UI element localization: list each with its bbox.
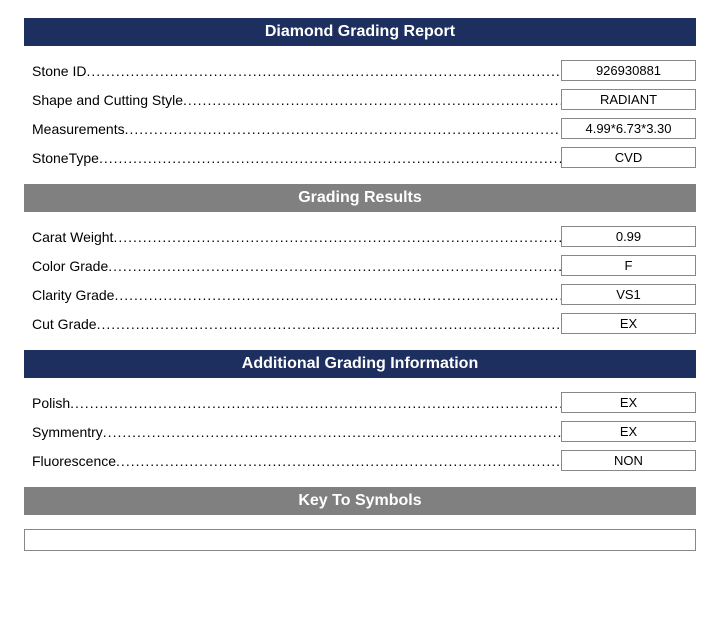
data-row: PolishEX xyxy=(24,392,696,413)
data-row: Clarity GradeVS1 xyxy=(24,284,696,305)
row-label-text: Shape and Cutting Style xyxy=(32,92,561,108)
row-value: VS1 xyxy=(561,284,696,305)
row-label-text: Cut Grade xyxy=(32,316,561,332)
section-gap xyxy=(24,176,696,184)
row-label: Clarity Grade xyxy=(32,287,561,303)
row-value: 926930881 xyxy=(561,60,696,81)
data-row: Stone ID926930881 xyxy=(24,60,696,81)
section-header: Key To Symbols xyxy=(24,487,696,515)
row-value: RADIANT xyxy=(561,89,696,110)
row-label-text: Carat Weight xyxy=(32,229,561,245)
row-value: EX xyxy=(561,421,696,442)
row-label: Shape and Cutting Style xyxy=(32,92,561,108)
row-label-text: StoneType xyxy=(32,150,561,166)
row-label: Stone ID xyxy=(32,63,561,79)
row-value: EX xyxy=(561,392,696,413)
row-label-text: Stone ID xyxy=(32,63,561,79)
row-label: Carat Weight xyxy=(32,229,561,245)
row-value: 0.99 xyxy=(561,226,696,247)
data-row: Color GradeF xyxy=(24,255,696,276)
row-label: Measurements xyxy=(32,121,561,137)
row-label: StoneType xyxy=(32,150,561,166)
section-gap xyxy=(24,342,696,350)
row-value: NON xyxy=(561,450,696,471)
row-label: Fluorescence xyxy=(32,453,561,469)
row-label: Polish xyxy=(32,395,561,411)
data-row: Cut GradeEX xyxy=(24,313,696,334)
row-label-text: Clarity Grade xyxy=(32,287,561,303)
data-row: StoneTypeCVD xyxy=(24,147,696,168)
row-label-text: Fluorescence xyxy=(32,453,561,469)
row-value: EX xyxy=(561,313,696,334)
section-header: Grading Results xyxy=(24,184,696,212)
symbols-box xyxy=(24,529,696,551)
row-label: Cut Grade xyxy=(32,316,561,332)
data-row: SymmentryEX xyxy=(24,421,696,442)
section-gap xyxy=(24,479,696,487)
row-label-text: Color Grade xyxy=(32,258,561,274)
row-value: CVD xyxy=(561,147,696,168)
row-value: 4.99*6.73*3.30 xyxy=(561,118,696,139)
row-value: F xyxy=(561,255,696,276)
row-label-text: Measurements xyxy=(32,121,561,137)
section-gap xyxy=(24,551,696,559)
row-label: Color Grade xyxy=(32,258,561,274)
section-header: Additional Grading Information xyxy=(24,350,696,378)
data-row: Measurements4.99*6.73*3.30 xyxy=(24,118,696,139)
data-row: FluorescenceNON xyxy=(24,450,696,471)
data-row: Carat Weight0.99 xyxy=(24,226,696,247)
row-label-text: Polish xyxy=(32,395,561,411)
diamond-grading-report: Diamond Grading ReportStone ID926930881S… xyxy=(24,18,696,559)
section-header: Diamond Grading Report xyxy=(24,18,696,46)
row-label: Symmentry xyxy=(32,424,561,440)
row-label-text: Symmentry xyxy=(32,424,561,440)
data-row: Shape and Cutting StyleRADIANT xyxy=(24,89,696,110)
